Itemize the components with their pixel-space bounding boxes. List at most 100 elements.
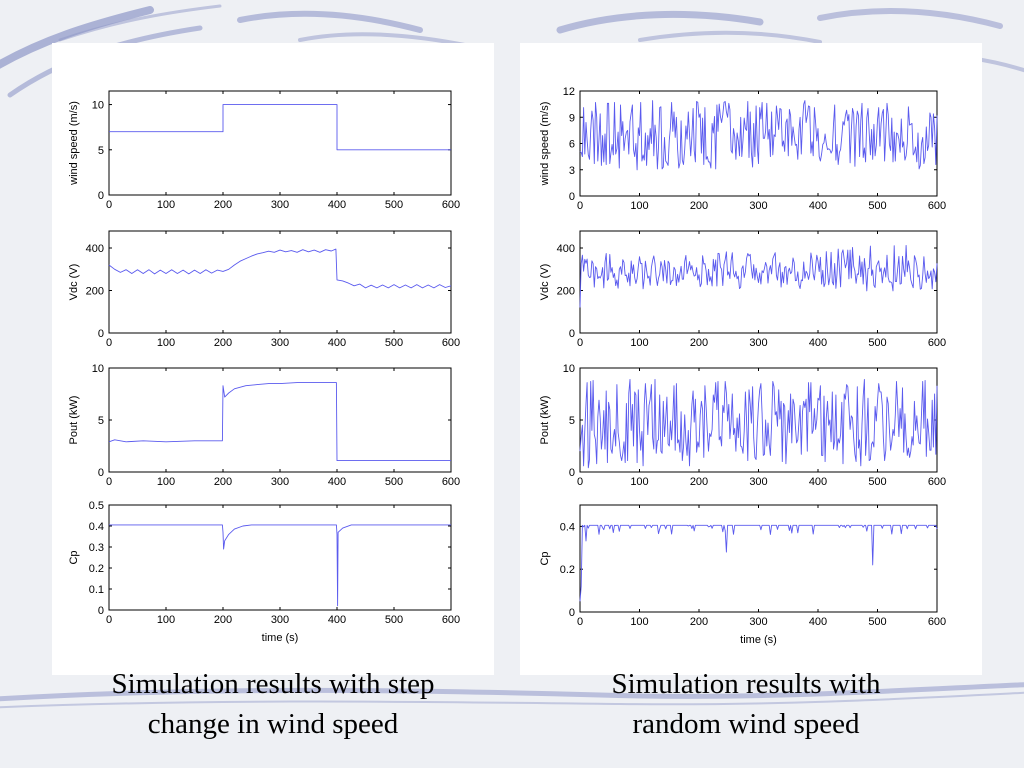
x-tick-label: 100 [157, 199, 175, 211]
x-tick-label: 500 [868, 200, 886, 212]
x-tick-label: 500 [385, 199, 403, 211]
x-tick-label: 600 [928, 616, 946, 628]
y-tick-label: 400 [86, 243, 104, 255]
x-tick-label: 400 [328, 614, 346, 626]
y-axis-label: Cp [68, 550, 80, 564]
x-tick-label: 500 [385, 614, 403, 626]
series-line [579, 100, 938, 171]
x-tick-label: 0 [106, 476, 112, 488]
y-axis-label: Vdc (V) [539, 264, 551, 301]
y-tick-label: 3 [569, 165, 575, 177]
x-axis-label: time (s) [740, 634, 777, 646]
x-tick-label: 0 [106, 614, 112, 626]
x-tick-label: 400 [328, 199, 346, 211]
right-plot-2: 0 100 200 300 400 500 600 0 200 400 Vdc (V) [539, 230, 946, 349]
left-figure-caption: Simulation results with step change in w… [52, 664, 494, 744]
x-tick-label: 0 [577, 200, 583, 212]
x-tick-label: 400 [809, 337, 827, 349]
y-axis-label: Pout (kW) [539, 396, 551, 445]
right-figure-caption: Simulation results with random wind spee… [520, 664, 972, 744]
y-axis-label: Pout (kW) [68, 396, 80, 445]
x-tick-label: 500 [868, 616, 886, 628]
left-plot-2: 0 100 200 300 400 500 600 0 200 400 Vdc (V) [68, 230, 460, 349]
x-tick-label: 200 [214, 476, 232, 488]
x-tick-label: 300 [271, 337, 289, 349]
left-plot-3: 0 100 200 300 400 500 600 0 5 10 Pout (kW) [68, 363, 460, 488]
x-tick-label: 100 [630, 200, 648, 212]
x-tick-label: 400 [809, 616, 827, 628]
x-tick-label: 100 [630, 616, 648, 628]
x-tick-label: 100 [630, 337, 648, 349]
y-tick-label: 0.2 [89, 563, 104, 575]
left-figure-plots: 0 100 200 300 400 500 600 0 5 10 wind speed (m/s) 0… [68, 90, 460, 644]
x-tick-label: 100 [157, 476, 175, 488]
right-caption-line-1: Simulation results with [611, 668, 881, 700]
x-tick-label: 0 [106, 337, 112, 349]
x-tick-label: 500 [868, 337, 886, 349]
y-tick-label: 5 [569, 415, 575, 427]
plot-axes-box [108, 230, 452, 334]
left-plot-1: 0 100 200 300 400 500 600 0 5 10 wind speed (m/s) [68, 90, 460, 211]
y-tick-label: 0.3 [89, 542, 104, 554]
y-tick-label: 0 [569, 607, 575, 619]
x-tick-label: 300 [749, 200, 767, 212]
x-tick-label: 500 [868, 476, 886, 488]
x-tick-label: 600 [442, 199, 460, 211]
x-tick-label: 600 [442, 614, 460, 626]
x-tick-label: 600 [928, 476, 946, 488]
y-tick-label: 10 [563, 363, 575, 375]
y-tick-label: 0 [569, 328, 575, 340]
x-tick-label: 500 [385, 476, 403, 488]
series-line [109, 524, 451, 607]
series-line [579, 244, 938, 308]
x-tick-label: 300 [749, 476, 767, 488]
y-tick-label: 10 [92, 100, 104, 112]
y-tick-label: 0.2 [560, 564, 575, 576]
y-tick-label: 5 [98, 415, 104, 427]
x-tick-label: 300 [749, 337, 767, 349]
y-tick-label: 400 [557, 243, 575, 255]
y-axis-label: wind speed (m/s) [68, 101, 80, 186]
series-line [109, 104, 451, 151]
x-tick-label: 0 [106, 199, 112, 211]
y-axis-label: Vdc (V) [68, 264, 80, 301]
x-tick-label: 0 [577, 476, 583, 488]
x-tick-label: 200 [214, 199, 232, 211]
x-tick-label: 200 [690, 616, 708, 628]
x-tick-label: 300 [271, 614, 289, 626]
y-tick-label: 9 [569, 112, 575, 124]
y-tick-label: 0.4 [560, 521, 575, 533]
y-tick-label: 0 [98, 605, 104, 617]
y-tick-label: 200 [86, 286, 104, 298]
right-caption-line-2: random wind speed [632, 708, 860, 740]
x-tick-label: 400 [809, 476, 827, 488]
y-tick-label: 0 [98, 467, 104, 479]
y-tick-label: 0.4 [89, 521, 104, 533]
x-tick-label: 400 [328, 337, 346, 349]
y-tick-label: 0 [98, 328, 104, 340]
x-tick-label: 200 [690, 200, 708, 212]
x-tick-label: 600 [928, 200, 946, 212]
x-tick-label: 200 [214, 614, 232, 626]
y-tick-label: 0 [569, 191, 575, 203]
x-tick-label: 600 [442, 337, 460, 349]
x-tick-label: 100 [157, 337, 175, 349]
plot-axes-box [108, 504, 452, 611]
right-plot-1: 0 100 200 300 400 500 600 0 3 6 9 12 wind speed (m/s… [539, 86, 946, 212]
x-axis-label: time (s) [262, 632, 299, 644]
right-plot-3: 0 100 200 300 400 500 600 0 5 10 Pout (kW) [539, 363, 946, 488]
right-plot-4: 0 100 200 300 400 500 600 0 0.2 0.4 Cp time (s) [539, 504, 946, 646]
x-tick-label: 300 [271, 476, 289, 488]
y-tick-label: 0 [569, 467, 575, 479]
x-tick-label: 200 [690, 337, 708, 349]
right-figure-panel: 0 100 200 300 400 500 600 0 3 6 9 12 wind speed (m/s… [520, 43, 982, 675]
series-line [108, 382, 451, 462]
x-tick-label: 300 [749, 616, 767, 628]
x-tick-label: 100 [157, 614, 175, 626]
x-tick-label: 100 [630, 476, 648, 488]
left-plot-4: 0 100 200 300 400 500 600 0 0.1 0.2 0.3 0.4 0.5 Cp tim… [68, 500, 460, 644]
plot-axes-box [579, 367, 938, 473]
y-axis-label: wind speed (m/s) [539, 102, 551, 187]
plot-axes-box [579, 504, 938, 613]
x-tick-label: 500 [385, 337, 403, 349]
